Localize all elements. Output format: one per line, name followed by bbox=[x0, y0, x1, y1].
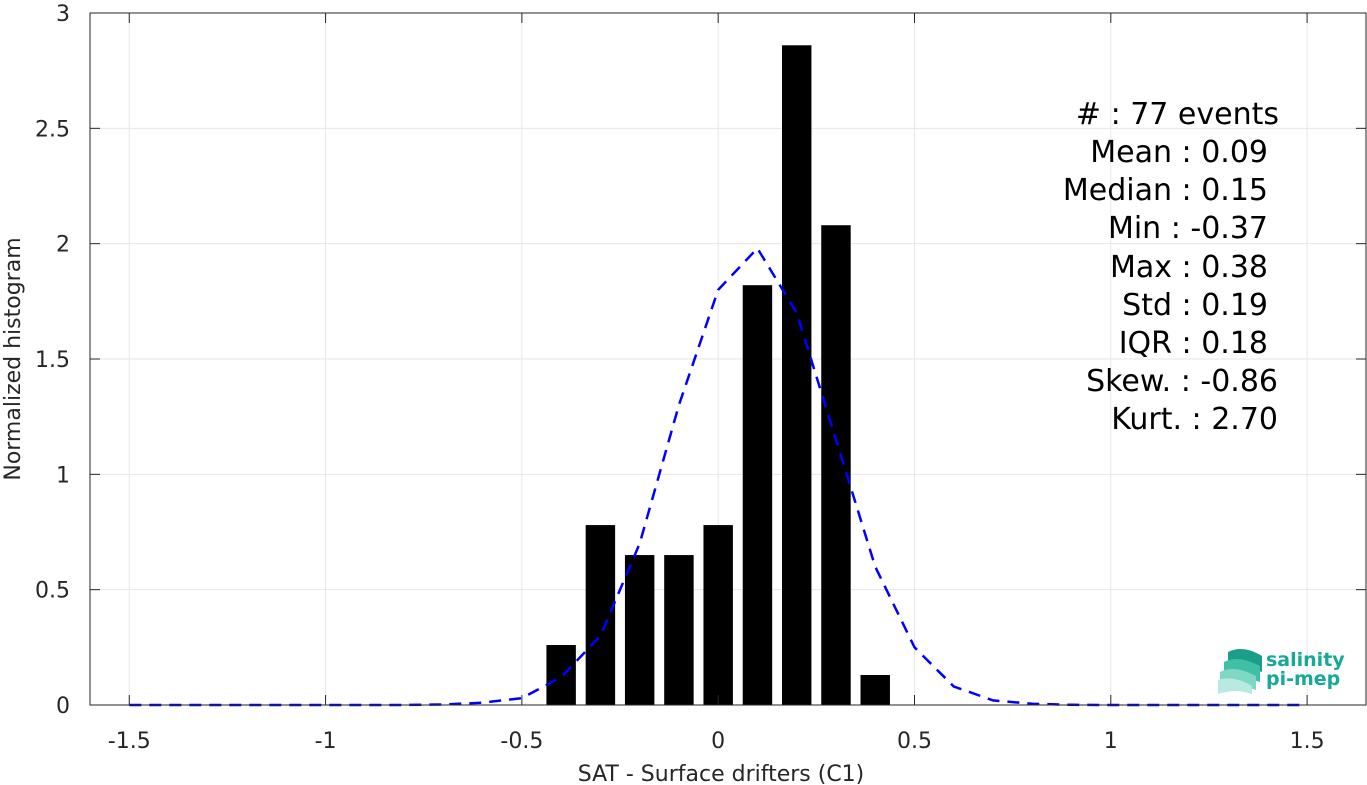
y-tick-label-3: 1.5 bbox=[35, 348, 70, 373]
bar-7 bbox=[821, 225, 850, 705]
stat-mean: Mean : 0.09 bbox=[1090, 135, 1268, 170]
stat-kurt: Kurt. : 2.70 bbox=[1111, 402, 1278, 437]
bar-1 bbox=[586, 525, 615, 705]
bar-5 bbox=[743, 285, 772, 705]
bar-0 bbox=[546, 645, 575, 705]
y-tick-label-5: 2.5 bbox=[35, 117, 70, 142]
stat-median: Median : 0.15 bbox=[1063, 173, 1268, 208]
bar-8 bbox=[861, 675, 890, 705]
y-tick-label-1: 0.5 bbox=[35, 579, 70, 604]
y-tick-label-6: 3 bbox=[56, 2, 70, 27]
x-axis-label: SAT - Surface drifters (C1) bbox=[578, 762, 865, 785]
y-tick-label-0: 0 bbox=[56, 694, 70, 719]
bar-4 bbox=[703, 525, 732, 705]
y-tick-label-2: 1 bbox=[56, 463, 70, 488]
x-tick-label-1: -1 bbox=[315, 729, 337, 754]
histogram-chart: -1.5 -1 -0.5 0 0.5 1 1.5 0 0.5 1 1.5 2 2.5 3 SAT - S… bbox=[0, 0, 1367, 785]
bar-3 bbox=[664, 555, 693, 705]
logo-text-line2: pi-mep bbox=[1266, 668, 1340, 690]
stat-iqr: IQR : 0.18 bbox=[1119, 326, 1268, 361]
x-tick-label-6: 1.5 bbox=[1290, 729, 1325, 754]
stat-max: Max : 0.38 bbox=[1110, 250, 1268, 285]
stat-count: # : 77 events bbox=[1076, 97, 1279, 132]
x-tick-label-0: -1.5 bbox=[108, 729, 151, 754]
y-tick-label-4: 2 bbox=[56, 233, 70, 258]
x-tick-label-3: 0 bbox=[711, 729, 725, 754]
y-axis-label: Normalized histogram bbox=[1, 237, 26, 480]
stat-std: Std : 0.19 bbox=[1122, 288, 1268, 323]
bar-6 bbox=[782, 45, 811, 705]
salinity-pimep-logo: salinity pi-mep bbox=[1218, 649, 1345, 694]
bar-2 bbox=[625, 555, 654, 705]
stat-skew: Skew. : -0.86 bbox=[1086, 364, 1278, 399]
x-tick-label-4: 0.5 bbox=[897, 729, 932, 754]
x-tick-label-2: -0.5 bbox=[500, 729, 543, 754]
x-tick-label-5: 1 bbox=[1104, 729, 1118, 754]
stat-min: Min : -0.37 bbox=[1108, 211, 1268, 246]
